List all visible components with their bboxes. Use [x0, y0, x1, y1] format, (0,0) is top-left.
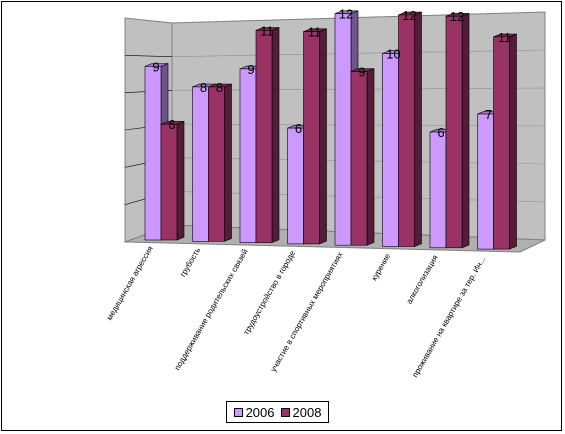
legend-item-2008: 2008	[280, 404, 322, 420]
data-label: 10	[386, 47, 400, 62]
data-label: 11	[260, 23, 274, 38]
bar-side	[366, 68, 375, 246]
value-labels: 9 6 8 8 9 11 6 11 12 9 10 12 6 12 7 11	[152, 7, 511, 140]
bar-front	[382, 53, 399, 247]
bar-front	[192, 86, 209, 242]
bar-side	[224, 83, 232, 242]
bar-2008-4	[350, 68, 375, 246]
bar-2008-5	[398, 11, 422, 247]
data-label: 11	[498, 30, 512, 45]
bars	[144, 10, 517, 250]
data-label: 9	[247, 62, 254, 77]
data-label: 12	[402, 8, 416, 23]
bar-2008-6	[445, 12, 470, 249]
bar-2008-1	[208, 83, 232, 242]
data-label: 12	[450, 9, 464, 24]
bar-front	[160, 123, 178, 241]
data-label: 6	[168, 117, 175, 132]
bar-front	[144, 66, 162, 241]
bar-side	[271, 27, 280, 244]
data-label: 8	[216, 80, 223, 95]
bar-side	[414, 11, 422, 247]
bar-2008-7	[493, 33, 517, 250]
bar-front	[334, 13, 352, 246]
bar-front	[429, 131, 447, 249]
category-label: алкоголизация	[405, 254, 440, 306]
legend-label-2006: 2006	[245, 404, 275, 420]
bar-front	[398, 14, 415, 247]
bar-front	[477, 113, 494, 250]
bar-2008-2	[255, 27, 280, 244]
bar-front	[255, 29, 273, 243]
data-label: 6	[295, 121, 302, 136]
bar-front	[493, 36, 510, 250]
bar-side	[509, 33, 517, 250]
bar-front	[350, 71, 368, 246]
bar-front	[239, 68, 257, 243]
bar-2008-0	[160, 120, 185, 241]
data-label: 6	[437, 125, 444, 140]
category-label: трудоустройство в городе	[242, 249, 298, 337]
data-label: 8	[200, 80, 207, 95]
bar-front	[445, 15, 463, 249]
bar-2008-3	[303, 28, 327, 245]
bar-front	[287, 127, 304, 245]
data-label: 9	[358, 65, 365, 80]
legend-item-2006: 2006	[233, 404, 275, 420]
category-label: грубость	[178, 246, 202, 278]
gridline	[124, 55, 173, 57]
category-label: курение	[370, 252, 393, 283]
category-labels: медицинская агрессия грубостьподдерживани…	[105, 245, 487, 379]
data-label: 9	[152, 59, 159, 74]
legend-swatch-2008	[280, 407, 290, 417]
data-label: 11	[308, 25, 322, 40]
bar-front	[208, 86, 225, 242]
data-label: 12	[339, 7, 353, 22]
data-label: 7	[485, 107, 492, 122]
legend-label-2008: 2008	[292, 404, 322, 420]
legend-swatch-2006	[233, 407, 243, 417]
legend: 2006 2008	[226, 401, 329, 423]
bar-side	[319, 28, 327, 245]
bar-side	[461, 12, 470, 249]
bar-side	[176, 120, 185, 241]
gridline	[171, 49, 546, 57]
category-label: медицинская агрессия	[105, 245, 155, 322]
bar-front	[303, 31, 320, 245]
